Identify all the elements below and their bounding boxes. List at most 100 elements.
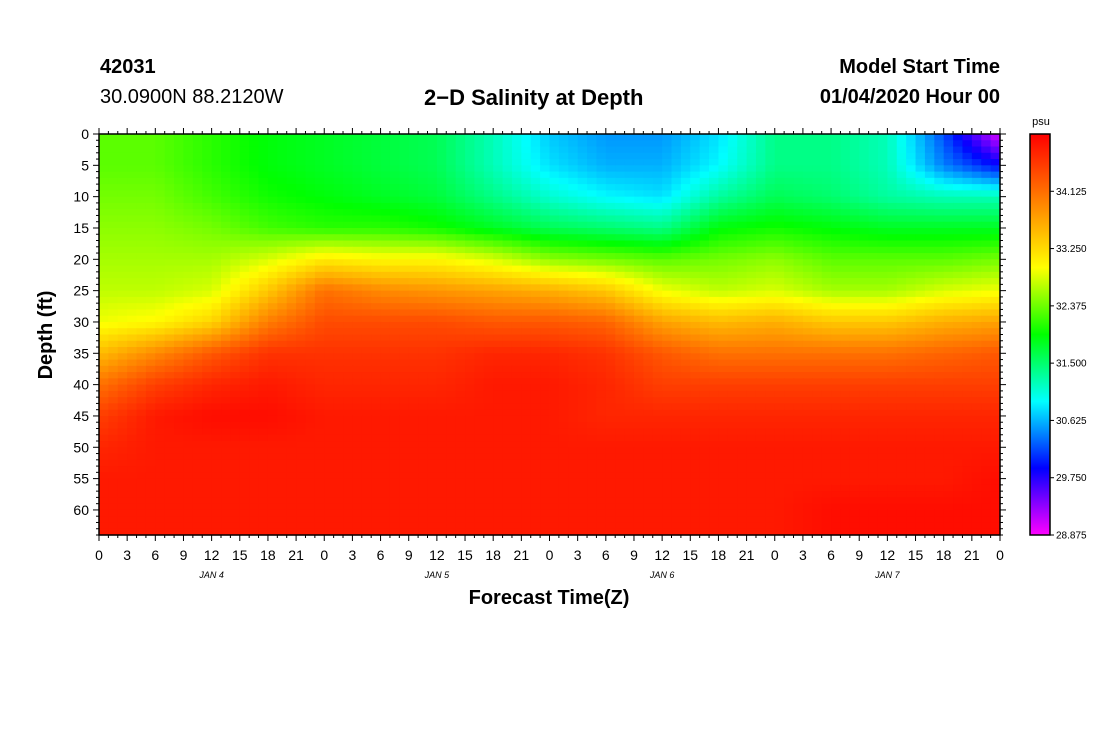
heatmap-cell bbox=[680, 215, 691, 223]
heatmap-cell bbox=[127, 259, 138, 267]
heatmap-cell bbox=[145, 196, 156, 204]
heatmap-cell bbox=[99, 184, 109, 191]
heatmap-cell bbox=[474, 140, 485, 148]
heatmap-cell bbox=[624, 159, 635, 166]
heatmap-cell bbox=[765, 384, 776, 392]
heatmap-cell bbox=[802, 190, 813, 198]
heatmap-cell bbox=[117, 209, 128, 217]
heatmap-cell bbox=[831, 159, 842, 166]
heatmap-cell bbox=[286, 265, 297, 273]
heatmap-cell bbox=[286, 321, 297, 329]
heatmap-cell bbox=[915, 240, 926, 248]
heatmap-cell bbox=[333, 447, 344, 455]
heatmap-cell bbox=[812, 215, 823, 223]
heatmap-cell bbox=[887, 453, 898, 461]
heatmap-cell bbox=[831, 134, 842, 141]
heatmap-cell bbox=[465, 296, 476, 304]
heatmap-cell bbox=[802, 259, 813, 267]
heatmap-cell bbox=[436, 447, 447, 455]
heatmap-cell bbox=[202, 253, 213, 260]
heatmap-cell bbox=[887, 359, 898, 367]
heatmap-cell bbox=[352, 428, 363, 436]
heatmap-cell bbox=[755, 253, 766, 260]
heatmap-cell bbox=[755, 309, 766, 317]
heatmap-cell bbox=[877, 428, 888, 436]
heatmap-cell bbox=[558, 403, 569, 411]
heatmap-cell bbox=[934, 428, 945, 436]
heatmap-cell bbox=[239, 278, 250, 285]
heatmap-cell bbox=[465, 334, 476, 342]
heatmap-cell bbox=[755, 202, 766, 210]
heatmap-cell bbox=[568, 209, 579, 217]
heatmap-cell bbox=[314, 190, 325, 198]
heatmap-cell bbox=[596, 353, 607, 361]
heatmap-cell bbox=[690, 221, 701, 229]
heatmap-cell bbox=[549, 134, 560, 141]
heatmap-cell bbox=[305, 321, 316, 329]
heatmap-cell bbox=[802, 321, 813, 329]
heatmap-cell bbox=[361, 328, 372, 336]
heatmap-cell bbox=[493, 296, 504, 304]
heatmap-cell bbox=[727, 384, 738, 392]
heatmap-cell bbox=[127, 434, 138, 442]
heatmap-cell bbox=[577, 134, 588, 141]
heatmap-cell bbox=[277, 140, 288, 148]
heatmap-cell bbox=[408, 240, 419, 248]
heatmap-cell bbox=[474, 309, 485, 317]
heatmap-cell bbox=[521, 303, 532, 311]
heatmap-cell bbox=[380, 227, 391, 235]
heatmap-cell bbox=[296, 284, 307, 292]
heatmap-cell bbox=[389, 441, 400, 448]
heatmap-cell bbox=[915, 152, 926, 160]
heatmap-cell bbox=[962, 284, 973, 292]
heatmap-cell bbox=[493, 315, 504, 323]
heatmap-cell bbox=[943, 378, 954, 386]
heatmap-cell bbox=[802, 428, 813, 436]
heatmap-cell bbox=[296, 140, 307, 148]
heatmap-cell bbox=[521, 409, 532, 417]
heatmap-cell bbox=[380, 278, 391, 285]
heatmap-cell bbox=[314, 422, 325, 430]
heatmap-cell bbox=[343, 397, 354, 405]
heatmap-cell bbox=[314, 284, 325, 292]
heatmap-cell bbox=[436, 365, 447, 373]
heatmap-cell bbox=[699, 271, 710, 279]
heatmap-cell bbox=[699, 196, 710, 204]
heatmap-cell bbox=[530, 303, 541, 311]
heatmap-cell bbox=[718, 303, 729, 311]
heatmap-cell bbox=[709, 221, 720, 229]
heatmap-cell bbox=[737, 422, 748, 430]
heatmap-cell bbox=[868, 165, 879, 173]
heatmap-cell bbox=[615, 271, 626, 279]
heatmap-cell bbox=[671, 359, 682, 367]
heatmap-cell bbox=[662, 403, 673, 411]
heatmap-cell bbox=[990, 140, 1001, 148]
heatmap-cell bbox=[633, 196, 644, 204]
heatmap-cell bbox=[746, 253, 757, 260]
heatmap-cell bbox=[314, 278, 325, 285]
heatmap-cell bbox=[136, 240, 147, 248]
heatmap-cell bbox=[605, 140, 616, 148]
heatmap-cell bbox=[990, 434, 1001, 442]
heatmap-cell bbox=[615, 422, 626, 430]
heatmap-cell bbox=[709, 253, 720, 260]
heatmap-cell bbox=[915, 378, 926, 386]
heatmap-cell bbox=[164, 184, 175, 191]
heatmap-cell bbox=[380, 347, 391, 354]
heatmap-cell bbox=[727, 378, 738, 386]
heatmap-cell bbox=[727, 259, 738, 267]
heatmap-cell bbox=[202, 146, 213, 154]
heatmap-cell bbox=[389, 177, 400, 185]
heatmap-cell bbox=[183, 196, 194, 204]
heatmap-cell bbox=[352, 152, 363, 160]
heatmap-cell bbox=[530, 428, 541, 436]
heatmap-cell bbox=[746, 365, 757, 373]
heatmap-cell bbox=[117, 134, 128, 141]
heatmap-cell bbox=[380, 265, 391, 273]
heatmap-cell bbox=[596, 159, 607, 166]
heatmap-cell bbox=[521, 177, 532, 185]
heatmap-cell bbox=[793, 303, 804, 311]
heatmap-cell bbox=[230, 196, 241, 204]
heatmap-cell bbox=[239, 253, 250, 260]
heatmap-cell bbox=[183, 215, 194, 223]
